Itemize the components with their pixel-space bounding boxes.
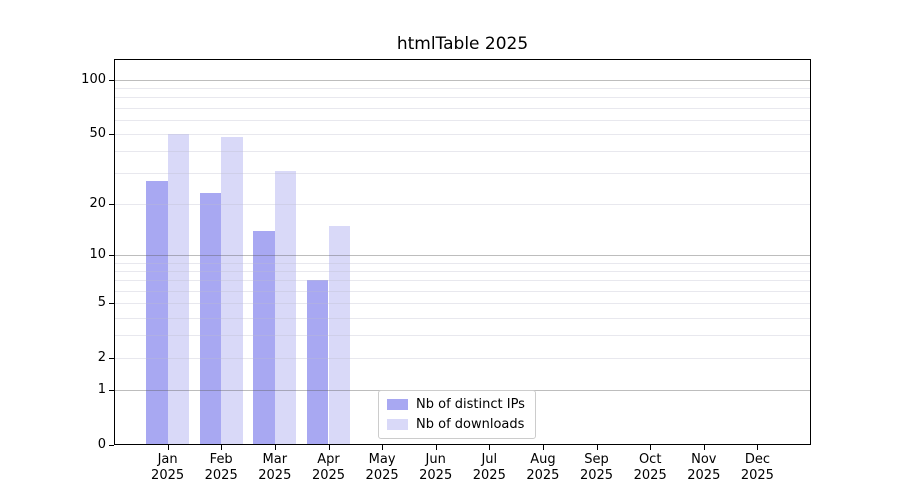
x-tick-label-aug: Aug 2025 — [526, 452, 560, 483]
x-tick-mark — [382, 445, 384, 450]
x-tick-mark — [274, 445, 276, 450]
legend: Nb of distinct IPs Nb of downloads — [378, 390, 536, 439]
x-tick-mark — [328, 445, 330, 450]
y-tick-label-0: 0 — [97, 437, 106, 452]
y-tick-mark — [109, 303, 114, 305]
y-tick-label-1: 1 — [97, 382, 106, 398]
bar-apr-ips — [307, 280, 329, 445]
chart-title: htmlTable 2025 — [396, 34, 529, 54]
y-tick-mark — [109, 133, 114, 135]
y-tick-mark — [109, 358, 114, 359]
x-tick-label-mar: Mar 2025 — [258, 452, 292, 483]
bar-mar-downloads — [274, 170, 297, 445]
y-tick-label-50: 50 — [89, 125, 106, 141]
y-tick-mark — [109, 79, 114, 81]
y-tick-mark — [109, 445, 114, 446]
x-tick-label-dec: Dec 2025 — [740, 452, 774, 483]
legend-swatch-distinct-ips — [387, 399, 408, 410]
y-tick-label-2: 2 — [97, 350, 106, 365]
x-tick-label-jun: Jun 2025 — [419, 452, 453, 483]
x-tick-label-oct: Oct 2025 — [633, 452, 667, 483]
legend-label-distinct-ips: Nb of distinct IPs — [416, 397, 525, 412]
bar-mar-ips — [253, 230, 275, 445]
bar-jan-ips — [146, 181, 168, 445]
x-tick-label-nov: Nov 2025 — [687, 452, 721, 483]
x-tick-mark — [221, 445, 223, 450]
x-tick-mark — [489, 445, 491, 450]
x-tick-label-jul: Jul 2025 — [472, 452, 506, 483]
y-tick-mark — [109, 390, 114, 392]
y-tick-label-10: 10 — [89, 247, 106, 263]
x-tick-mark — [542, 445, 544, 450]
x-tick-mark — [703, 445, 705, 450]
plot-area — [114, 59, 811, 445]
legend-item-downloads: Nb of downloads — [387, 417, 525, 432]
x-tick-label-jan: Jan 2025 — [151, 452, 185, 483]
y-tick-label-100: 100 — [81, 71, 106, 87]
y-tick-mark — [109, 255, 114, 257]
x-tick-label-feb: Feb 2025 — [204, 452, 238, 483]
y-tick-mark — [109, 203, 114, 205]
bar-apr-downloads — [328, 225, 350, 445]
x-tick-label-apr: Apr 2025 — [311, 452, 346, 483]
x-tick-mark — [435, 445, 437, 450]
legend-item-distinct-ips: Nb of distinct IPs — [387, 397, 525, 412]
x-tick-label-may: May 2025 — [365, 452, 399, 483]
x-tick-mark — [167, 445, 169, 450]
x-tick-mark — [596, 445, 598, 450]
bars-layer — [114, 59, 811, 445]
x-tick-mark — [757, 445, 759, 450]
bar-feb-downloads — [221, 136, 243, 445]
legend-swatch-downloads — [387, 419, 408, 430]
bar-feb-ips — [199, 193, 222, 445]
legend-label-downloads: Nb of downloads — [416, 417, 525, 432]
x-tick-mark — [650, 445, 652, 450]
bar-jan-downloads — [167, 133, 189, 445]
y-tick-label-20: 20 — [89, 195, 106, 211]
x-tick-label-sep: Sep 2025 — [579, 452, 614, 483]
y-tick-label-5: 5 — [97, 295, 106, 311]
